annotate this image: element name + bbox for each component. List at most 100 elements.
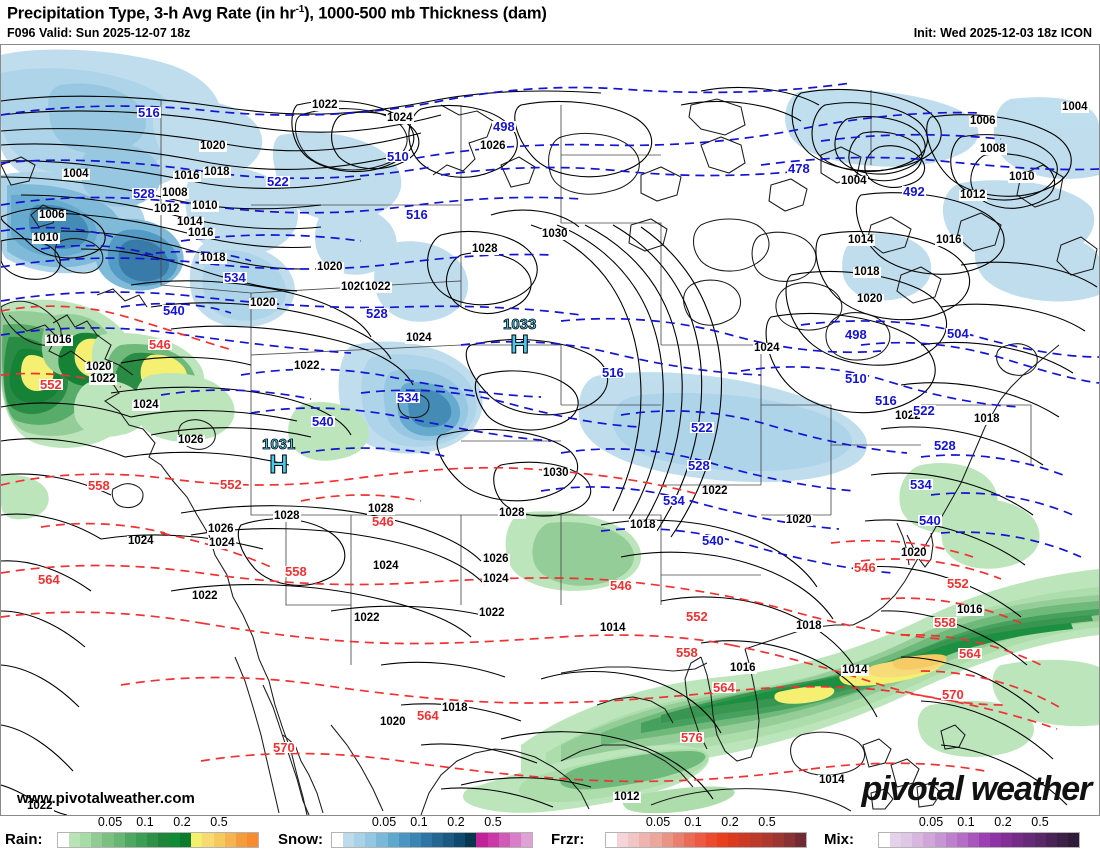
colorbar-swatch	[169, 833, 181, 847]
thickness-label-blue: 510	[386, 149, 410, 164]
colorbar-ticks-rain: 0.05 0.1 0.2 0.5	[57, 815, 257, 831]
isobar-label: 1024	[132, 399, 160, 411]
colorbar-tick-label: 0.2	[994, 815, 1012, 829]
colorbar-swatch	[1067, 833, 1079, 847]
thickness-label-blue: 522	[266, 174, 290, 189]
thickness-label-blue: 498	[844, 327, 868, 342]
thickness-label-red: 546	[853, 560, 877, 575]
isobar-label: 1024	[372, 560, 400, 572]
isobar-label: 1006	[38, 209, 66, 221]
isobar-label: 1020	[340, 281, 368, 293]
isobar-label: 1022	[26, 800, 54, 812]
colorbar-swatch	[772, 833, 784, 847]
colorbar-swatch	[246, 833, 258, 847]
isobar-label: 1026	[479, 140, 507, 152]
isobar-label: 1014	[176, 216, 204, 228]
colorbar-swatch	[990, 833, 1002, 847]
thickness-label-red: 558	[933, 615, 957, 630]
colorbar-swatch	[443, 833, 455, 847]
colorbar-swatch	[113, 833, 125, 847]
thickness-label-red: 570	[941, 687, 965, 702]
colorbar-rain: Rain: 0.05 0.1 0.2 0.5	[5, 815, 267, 850]
colorbar-frzr: Frzr: 0.05 0.1 0.2 0.5	[551, 815, 815, 850]
isobar-label: 1014	[818, 774, 846, 786]
thickness-label-red: 558	[284, 564, 308, 579]
isobar-label: 1024	[482, 573, 510, 585]
thickness-label-blue: 540	[311, 414, 335, 429]
colorbar-tick-label: 0.1	[136, 815, 154, 829]
colorbar-swatches-frzr[interactable]	[605, 832, 807, 848]
header: Precipitation Type, 3-h Avg Rate (in hr-…	[0, 0, 1100, 44]
colorbar-label-rain: Rain:	[5, 831, 43, 848]
colorbar-swatch	[487, 833, 499, 847]
colorbar-swatch	[934, 833, 946, 847]
colorbar-swatch	[750, 833, 762, 847]
colorbar-swatch	[617, 833, 629, 847]
colorbar-swatch	[387, 833, 399, 847]
colorbar-swatch	[879, 833, 891, 847]
colorbar-ticks-mix: 0.05 0.1 0.2 0.5	[878, 815, 1078, 831]
colorbar-label-mix: Mix:	[824, 831, 854, 848]
thickness-label-red: 546	[609, 578, 633, 593]
thickness-label-blue: 516	[601, 365, 625, 380]
colorbar-swatch	[901, 833, 913, 847]
colorbar-tick-label: 0.05	[645, 815, 671, 829]
colorbar-swatch	[890, 833, 902, 847]
map-canvas[interactable]: 1022 1024 1020 1026 1006 1008 1004 1004 1008 1016…	[0, 44, 1100, 816]
colorbar-swatch	[146, 833, 158, 847]
colorbar-tick-label: 0.1	[410, 815, 428, 829]
colorbar-swatch	[945, 833, 957, 847]
colorbar-swatches-rain[interactable]	[57, 832, 259, 848]
isobar-label: 1020	[316, 261, 344, 273]
colorbar-swatch	[235, 833, 247, 847]
isobar-label: 1010	[32, 232, 60, 244]
colorbar-tick-label: 0.2	[721, 815, 739, 829]
colorbar-swatch	[794, 833, 806, 847]
colorbar-snow: Snow: 0.05 0.1 0.2 0.5	[278, 815, 541, 850]
colorbar-swatch	[1023, 833, 1035, 847]
isobar-label: 1012	[153, 203, 181, 215]
thickness-label-blue: 528	[132, 186, 156, 201]
thickness-label-red: 564	[958, 646, 982, 661]
colorbar-swatch	[465, 833, 477, 847]
page-title: Precipitation Type, 3-h Avg Rate (in hr-…	[7, 4, 547, 24]
colorbar-swatch	[1034, 833, 1046, 847]
colorbar-swatch	[224, 833, 236, 847]
pivotal-weather-watermark: pivotal weather	[861, 770, 1092, 808]
colorbar-swatch	[398, 833, 410, 847]
isobar-label: 1028	[498, 507, 526, 519]
thickness-label-blue: 492	[902, 184, 926, 199]
isobar-label: 1004	[1061, 101, 1089, 113]
colorbar-swatches-snow[interactable]	[331, 832, 533, 848]
isobar-label: 1026	[207, 523, 235, 535]
isobar-label: 1030	[541, 228, 569, 240]
isobar-label: 1016	[45, 334, 73, 346]
thickness-label-blue: 540	[701, 533, 725, 548]
thickness-contours-red	[1, 305, 1060, 783]
precip-shading-snow	[1, 49, 1099, 483]
isobar-label: 1016	[935, 234, 963, 246]
isobar-label: 1020	[249, 297, 277, 309]
colorbar-swatch	[498, 833, 510, 847]
high-pressure-marker: 1031 H	[262, 437, 296, 478]
colorbar-swatch	[683, 833, 695, 847]
colorbar-swatch	[650, 833, 662, 847]
colorbar-swatch	[91, 833, 103, 847]
isobar-label: 1024	[208, 537, 236, 549]
thickness-label-blue: 534	[909, 477, 933, 492]
colorbar-tick-label: 0.1	[957, 815, 975, 829]
colorbar-swatch	[343, 833, 355, 847]
thickness-label-blue: 540	[918, 513, 942, 528]
isobar-label: 1022	[353, 612, 381, 624]
colorbar-swatch	[135, 833, 147, 847]
colorbar-swatches-mix[interactable]	[878, 832, 1080, 848]
colorbar-swatch	[409, 833, 421, 847]
thickness-label-red: 558	[675, 645, 699, 660]
colorbar-tick-label: 0.05	[371, 815, 397, 829]
isobar-label: 1020	[900, 547, 928, 559]
isobar-label: 1024	[753, 342, 781, 354]
isobar-label: 1020	[785, 514, 813, 526]
colorbar-swatch	[661, 833, 673, 847]
thickness-label-blue: 528	[365, 306, 389, 321]
isobar-label: 1018	[973, 413, 1001, 425]
